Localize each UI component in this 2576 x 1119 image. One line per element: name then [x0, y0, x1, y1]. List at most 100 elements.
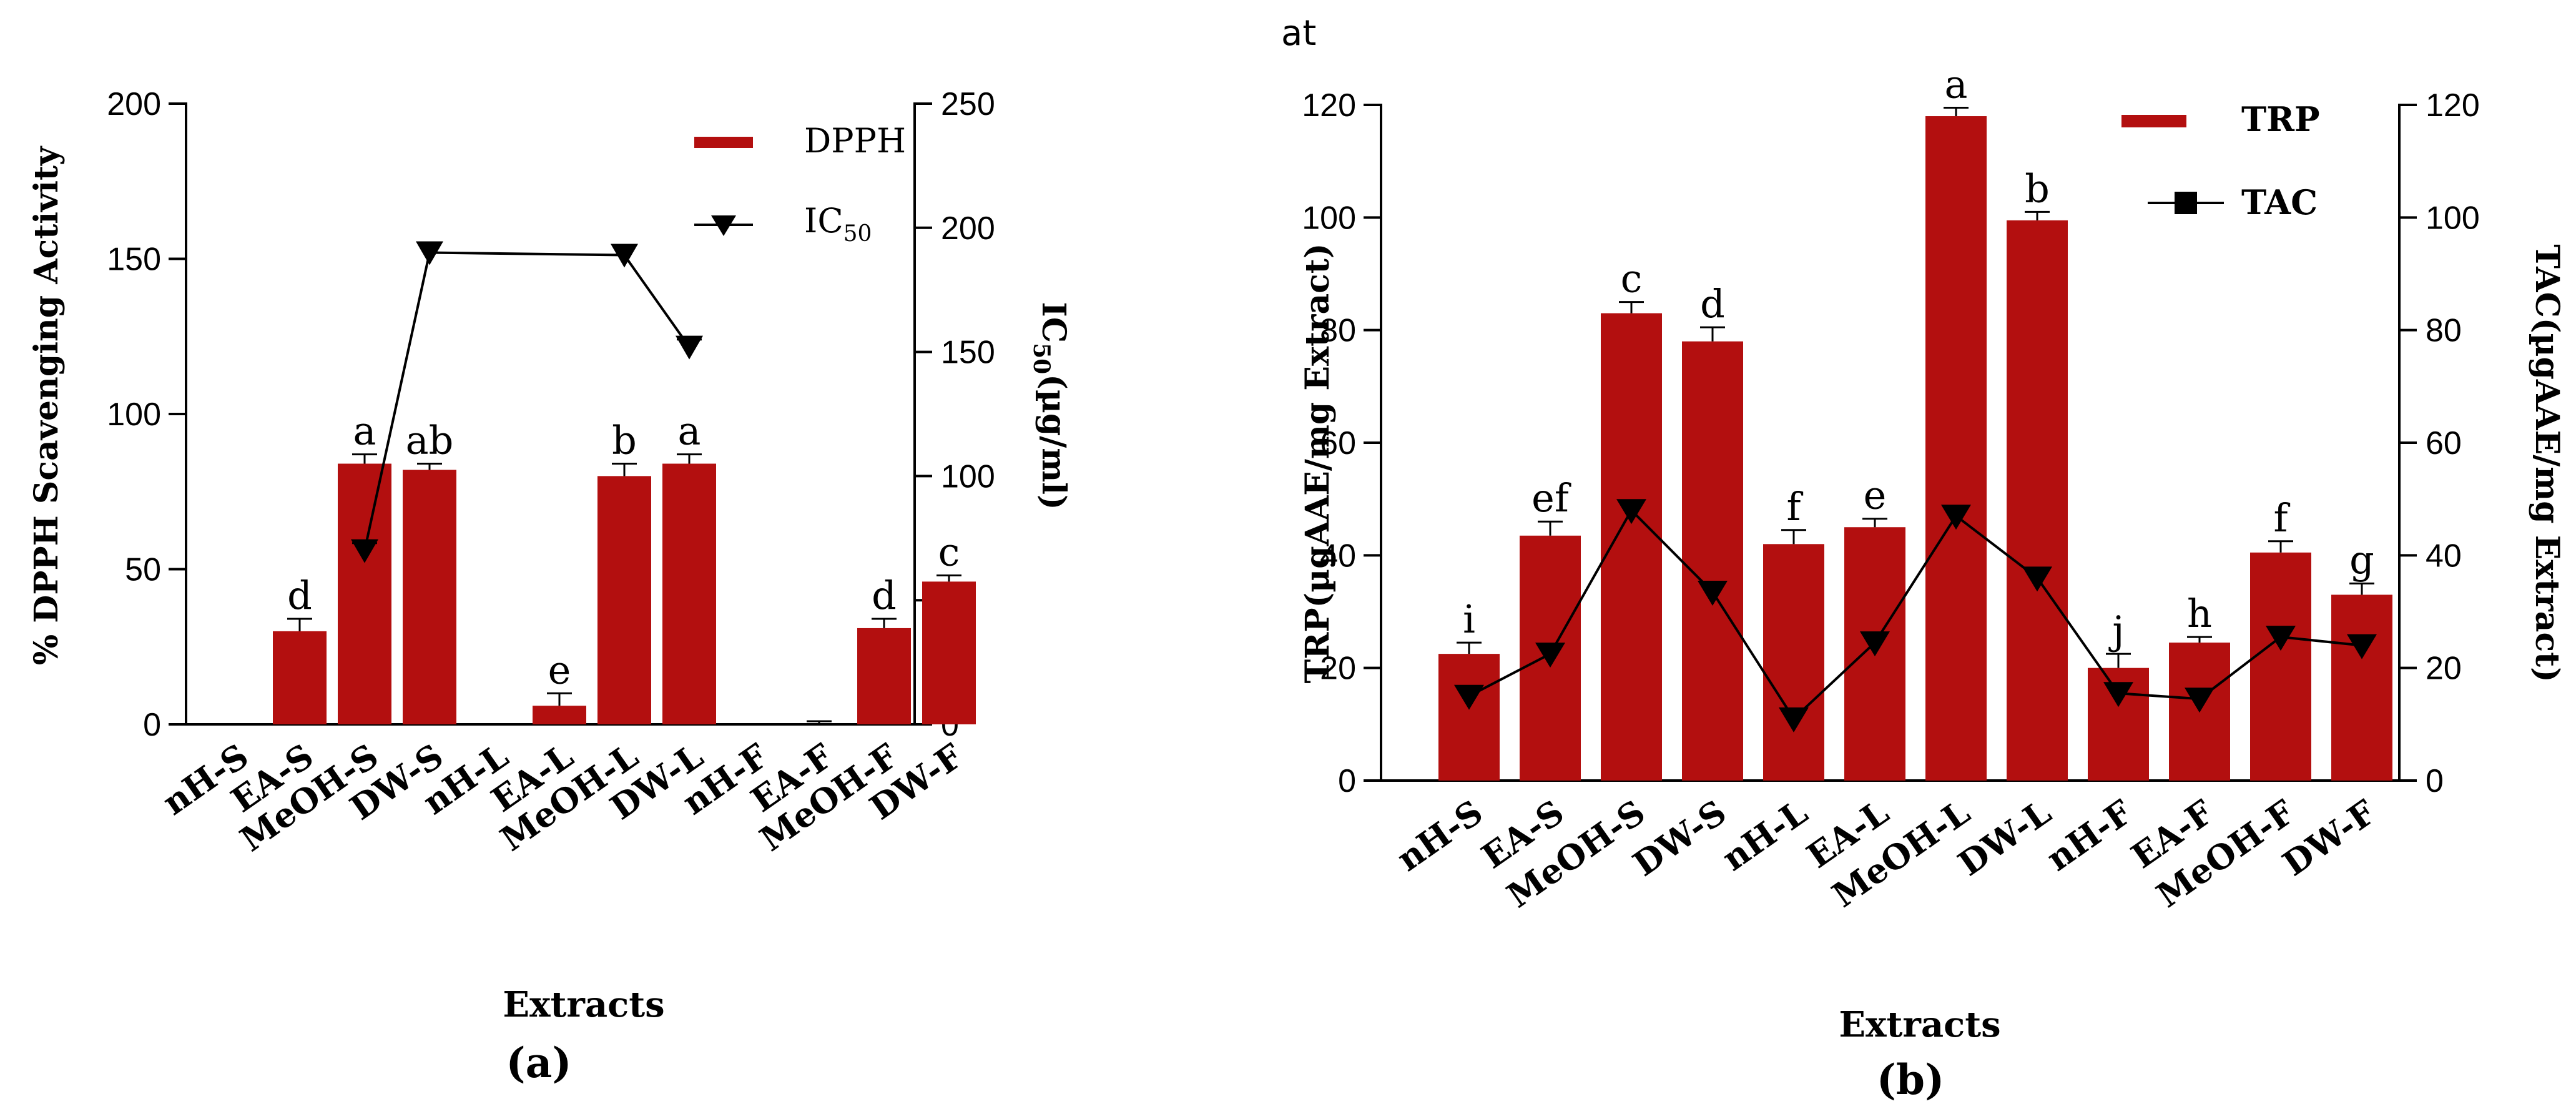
panel-b-line-marker	[1454, 684, 1484, 710]
panel-a-right-tick-label: 150	[941, 335, 995, 371]
panel-a-sig-label-MeOH-F: d	[872, 573, 897, 618]
panel-b-sig-label-MeOH-L: a	[1945, 62, 1968, 107]
panel-b-right-tick-label: 60	[2426, 425, 2462, 461]
panel-b-bar-DW-L	[2007, 220, 2068, 781]
panel-a-line-marker	[351, 539, 378, 563]
panel-b-bars	[1438, 107, 2392, 781]
panel-b-left-tick-label: 20	[1320, 651, 1356, 687]
panel-b-line-marker	[1860, 631, 1890, 657]
panel-b-right-tick-label: 80	[2426, 313, 2462, 349]
panel-b-right-tick-label: 40	[2426, 538, 2462, 574]
panel-a-sig-label-DW-L: a	[678, 408, 701, 454]
panel-a-bar-DW-S	[403, 470, 456, 724]
panel-a-sig-label-DW-S: ab	[406, 418, 454, 463]
panel-a-bar-MeOH-S	[338, 463, 391, 724]
panel-b-line-marker	[1616, 499, 1646, 525]
panel-b-sig-label-MeOH-S: c	[1621, 256, 1643, 302]
panel-b-sig-label-nH-S: i	[1463, 596, 1475, 642]
panel-b-left-tick-label: 100	[1302, 200, 1356, 236]
panel-b-line-marker	[2185, 688, 2215, 713]
panel-a-legend-ic50-sub: 50	[843, 221, 872, 247]
panel-b-sig-label-nH-L: f	[1787, 484, 1804, 530]
panel-b-line-marker	[2103, 682, 2133, 707]
panel-a-right-tick-label: 100	[941, 458, 995, 495]
panel-a-sig-label-MeOH-S: a	[353, 408, 376, 454]
panel-a-legend-label-ic50: IC50	[804, 201, 872, 247]
panel-a-sig-label-DW-F: c	[938, 529, 960, 574]
panel-b-legend: TRP TAC	[2121, 99, 2320, 222]
panel-b-label: (b)	[1877, 1055, 1945, 1104]
panel-b-bar-nH-L	[1763, 544, 1824, 781]
panel-b-x-axis-title: Extracts	[1839, 1004, 2000, 1045]
panel-b-legend-swatch-trp	[2121, 115, 2186, 127]
panel-a-y2-title-sub: 50	[1028, 343, 1054, 374]
panel-b-right-tick-label: 20	[2426, 651, 2462, 687]
panel-b-line-marker	[1941, 505, 1971, 530]
panel-b-bar-DW-F	[2331, 594, 2392, 781]
panel-a-label: (a)	[506, 1038, 571, 1087]
panel-b-sig-label-DW-L: b	[2025, 165, 2050, 211]
panel-a-y2-title-base: IC	[1035, 302, 1073, 343]
panel-a-ic50-line	[351, 241, 703, 563]
panel-b-tac-line	[1454, 499, 2377, 732]
panel-b-left-tick-label: 80	[1320, 313, 1356, 349]
panel-b-legend-label-trp: TRP	[2241, 99, 2320, 139]
panel-b-right-tick-label: 0	[2426, 763, 2444, 799]
panel-b-left-tick-label: 60	[1320, 425, 1356, 461]
panel-b-legend-marker-tac	[2175, 192, 2197, 214]
panel-a-line-marker	[676, 335, 703, 360]
panel-a-left-tick-label: 50	[125, 552, 161, 588]
panel-b-bar-nH-S	[1438, 654, 1500, 781]
panel-b-sig-label-DW-S: d	[1700, 281, 1725, 327]
panel-a-ic50-polyline	[363, 251, 691, 551]
panel-a-sig-label-EA-S: d	[287, 573, 312, 618]
panel-b-line-marker	[2347, 634, 2377, 659]
panel-b-line-marker	[1535, 643, 1565, 668]
panel-b-line-marker	[2022, 566, 2052, 592]
panel-b-left-tick-label: 120	[1302, 87, 1356, 124]
panel-a-left-tick-label: 0	[143, 707, 161, 743]
panel-a-sig-label-EA-L: e	[548, 647, 571, 693]
panel-a-bars	[273, 453, 976, 724]
panel-a-bar-DW-F	[922, 581, 976, 724]
panel-b-right-tick-label: 120	[2426, 87, 2480, 124]
panel-a-left-tick-label: 100	[107, 397, 161, 433]
panel-b-line-marker	[1698, 580, 1728, 606]
panel-a-y-axis-title: % DPPH Scavenging Activity	[27, 145, 66, 665]
panel-b-right-tick-label: 100	[2426, 200, 2480, 236]
panel-a-right-tick-label: 250	[941, 86, 995, 122]
panel-a-line-marker	[611, 244, 638, 268]
panel-a-y2-axis-title: IC50(µg/ml)	[1028, 302, 1073, 510]
panel-b-sig-label-EA-F: h	[2187, 591, 2212, 636]
panel-a-legend: DPPH IC50	[694, 121, 906, 247]
panel-a-bar-EA-L	[533, 706, 586, 724]
panel-b-legend-label-tac: TAC	[2241, 182, 2318, 222]
panel-b-sig-label-EA-L: e	[1864, 473, 1887, 518]
panel-b-bar-DW-S	[1682, 341, 1743, 781]
panel-a-bar-DW-L	[662, 463, 716, 724]
panel-a-y2-title-rest: (µg/ml)	[1035, 374, 1073, 510]
panel-a-x-axis-title: Extracts	[503, 984, 664, 1025]
panel-b-sig-label-DW-F: g	[2349, 537, 2374, 583]
panel-b-sig-label-EA-S: ef	[1531, 475, 1571, 521]
panel-a-line-marker	[416, 241, 443, 265]
panel-a-bar-EA-S	[273, 631, 327, 724]
stray-text: at	[1281, 13, 1316, 54]
panel-b-line-marker	[1779, 707, 1809, 732]
panel-a-right-ticks: 050100150200250	[915, 86, 995, 743]
panel-a-bar-MeOH-F	[857, 628, 911, 724]
panel-b-line-marker	[2266, 626, 2296, 651]
panel-a-legend-marker-ic50	[711, 215, 736, 236]
panel-a-legend-swatch-dpph	[694, 137, 753, 148]
panel-b-y2-axis-title: TAC(µgAAE/mg Extract)	[2528, 244, 2566, 682]
panel-a-right-tick-label: 200	[941, 210, 995, 247]
panel-b-left-tick-label: 0	[1338, 763, 1356, 799]
panel-b-y-axis-title: TRP(µgAAE/mg Extract)	[1299, 244, 1337, 684]
panel-b-sig-label-MeOH-F: f	[2274, 495, 2291, 541]
panel-a-left-tick-label: 150	[107, 242, 161, 278]
panel-b-right-ticks: 0 20 40 60 80 100 120	[2399, 87, 2480, 799]
panel-b-bar-MeOH-L	[1925, 116, 1987, 781]
panel-a-left-ticks: 0 50 100 150 200	[107, 86, 186, 743]
